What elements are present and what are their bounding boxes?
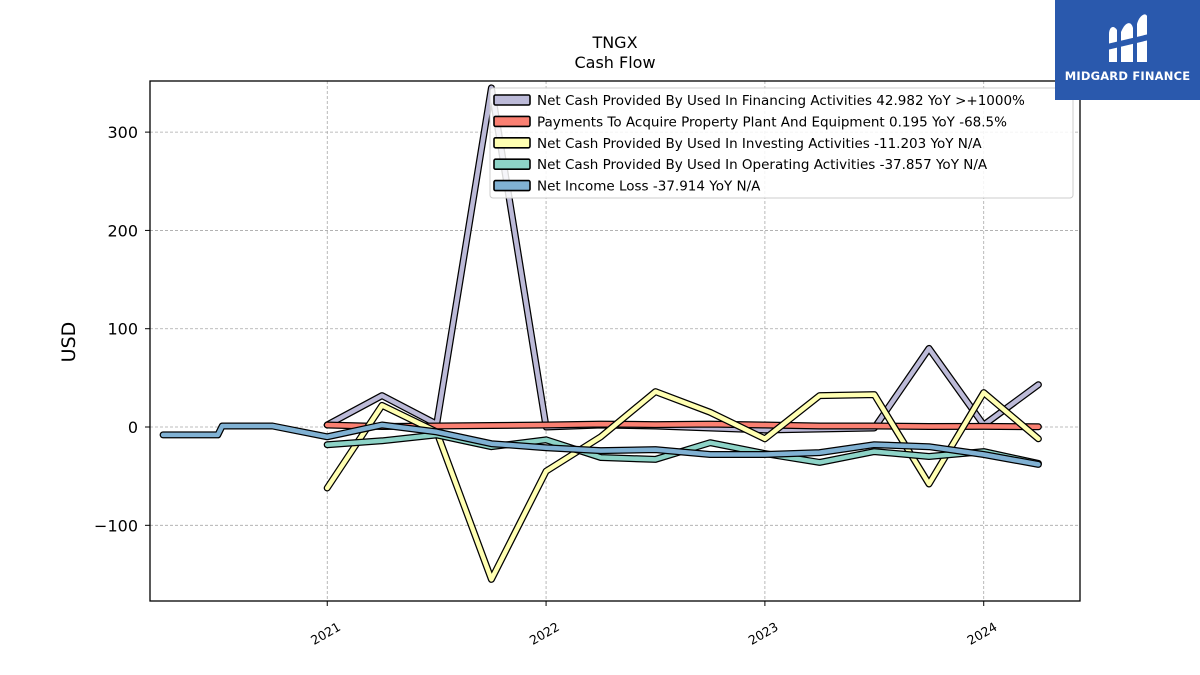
- y-tick-label: 0: [128, 418, 138, 437]
- chart-subtitle: Cash Flow: [574, 53, 655, 72]
- series-line: [324, 421, 1041, 430]
- series-line: [324, 389, 1041, 582]
- x-tick-label: 2022: [527, 619, 562, 648]
- midgard-logo-icon: [1107, 14, 1149, 63]
- chart-title: TNGX: [591, 33, 637, 52]
- legend-label: Net Cash Provided By Used In Investing A…: [537, 136, 982, 152]
- legend-swatch: [493, 115, 531, 128]
- legend-box: [489, 87, 1074, 199]
- legend-label: Net Cash Provided By Used In Operating A…: [537, 157, 988, 173]
- axis-ticks: −100 0 100 200 300 2021 2022 2023 2024: [94, 123, 999, 648]
- y-tick-label: 300: [107, 123, 138, 142]
- legend-label: Net Income Loss -37.914 YoY N/A: [537, 179, 761, 195]
- legend: Net Cash Provided By Used In Financing A…: [489, 87, 1074, 199]
- legend-label: Net Cash Provided By Used In Financing A…: [537, 93, 1025, 109]
- series-lines: [159, 84, 1042, 583]
- legend-swatch: [493, 137, 531, 149]
- legend-swatch: [493, 94, 531, 106]
- x-tick-label: 2023: [746, 619, 781, 648]
- legend-swatch: [493, 179, 531, 192]
- brand-name: MIDGARD FINANCE: [1064, 69, 1191, 83]
- y-tick-label: 100: [107, 320, 138, 339]
- x-tick-label: 2024: [964, 619, 999, 648]
- y-axis-label: USD: [58, 322, 80, 363]
- legend-label: Payments To Acquire Property Plant And E…: [537, 114, 1007, 130]
- plot-frame: [149, 80, 1081, 602]
- x-tick-label: 2021: [308, 619, 343, 648]
- legend-swatch: [493, 158, 531, 170]
- y-tick-label: 200: [107, 221, 138, 240]
- y-tick-label: −100: [94, 516, 138, 535]
- brand-logo: MIDGARD FINANCE: [1055, 0, 1200, 100]
- series-line: [160, 422, 1041, 467]
